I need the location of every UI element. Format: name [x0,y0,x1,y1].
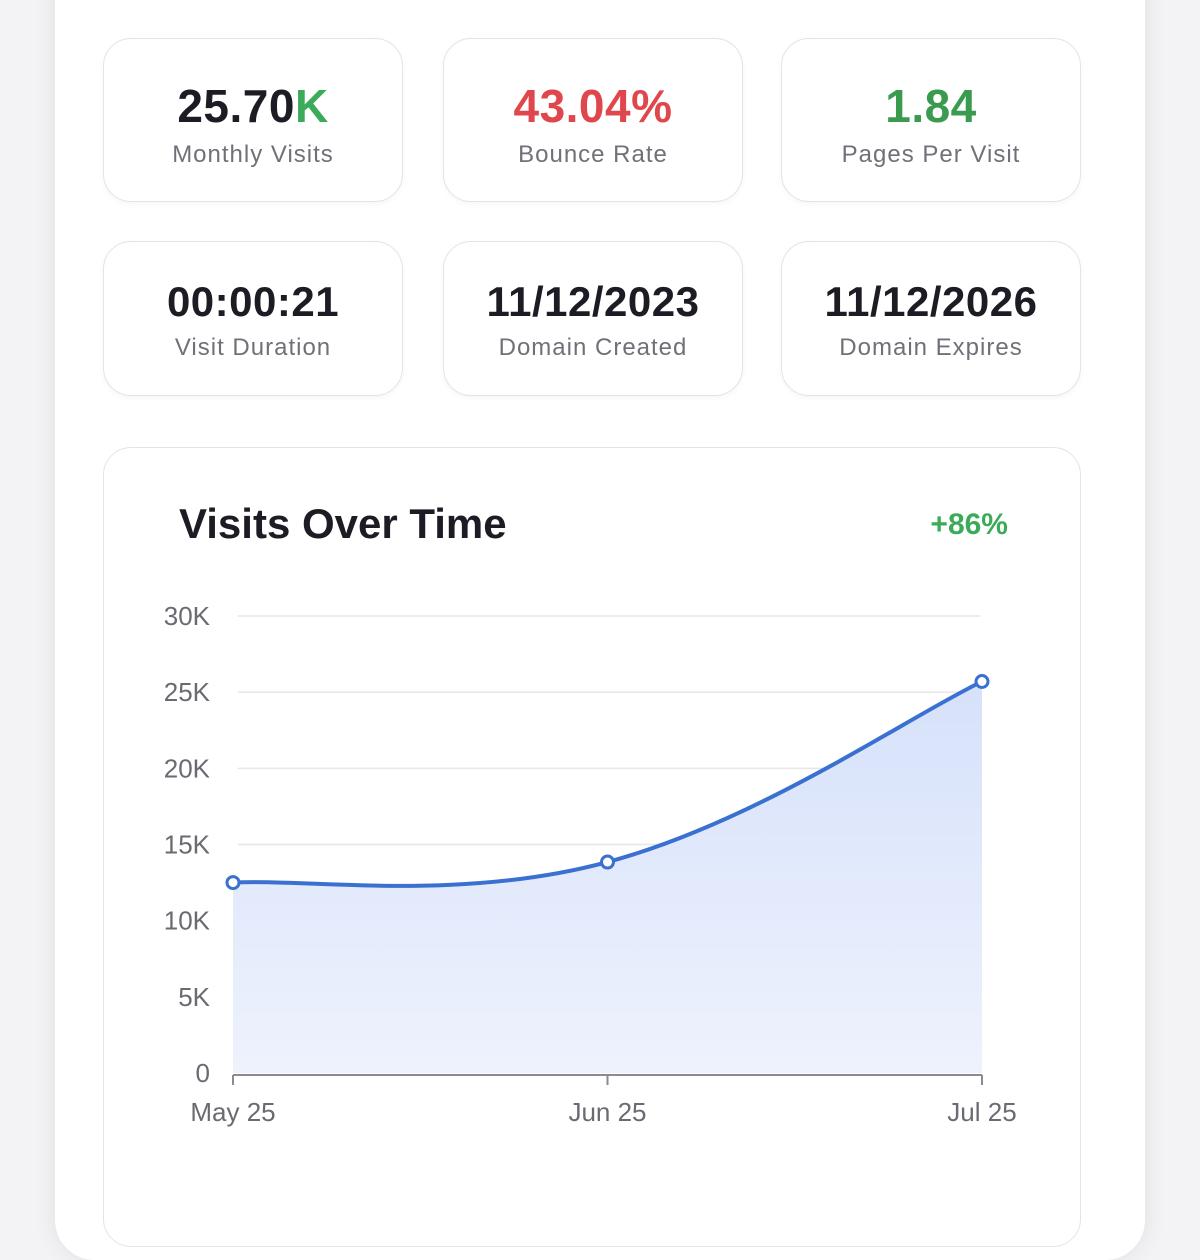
x-tick-label: Jun 25 [568,1097,646,1127]
y-tick-label: 10K [164,906,211,936]
stat-card-pages-per-visit: 1.84 Pages Per Visit [781,38,1081,202]
data-point [600,854,615,870]
y-tick-label: 30K [164,601,211,631]
stat-suffix: K [294,80,329,132]
stat-label: Monthly Visits [172,141,334,168]
y-tick-label: 5K [178,982,210,1012]
stat-card-domain-expires: 11/12/2026 Domain Expires [781,241,1081,396]
visits-chart-card: Visits Over Time +86% [103,447,1081,1247]
stat-label: Pages Per Visit [841,141,1021,168]
stat-value: 11/12/2023 [486,278,700,325]
stat-value: 43.04% [513,80,673,132]
stat-number: 25.70 [177,80,295,132]
y-tick-label: 0 [196,1058,210,1088]
stat-label: Visit Duration [174,334,332,361]
stat-card-domain-created: 11/12/2023 Domain Created [443,241,743,396]
stat-label: Domain Created [498,334,688,361]
stat-value: 11/12/2026 [824,278,1038,325]
x-tick-label: Jul 25 [947,1097,1016,1127]
area-fill [233,681,982,1073]
y-tick-label: 20K [164,753,211,783]
stat-card-bounce-rate: 43.04% Bounce Rate [443,38,743,202]
y-tick-label: 15K [164,830,211,860]
stat-label: Domain Expires [839,334,1023,361]
visits-line-chart: 0 5K 10K 15K 20K 25K 30K May 25 Jun 25 Jul 25 [164,601,1017,1127]
x-tick-label: May 25 [190,1097,275,1127]
stat-label: Bounce Rate [518,141,668,168]
change-badge: +86% [930,508,1008,541]
chart-title: Visits Over Time [179,500,507,547]
data-point [974,674,990,690]
stat-value: 25.70K [104,79,402,133]
stat-value: 00:00:21 [166,278,340,325]
stat-card-visit-duration: 00:00:21 Visit Duration [103,241,403,396]
stat-card-monthly-visits: 25.70K Monthly Visits [103,38,403,202]
data-point [225,875,241,891]
stat-value: 1.84 [885,80,977,132]
y-tick-label: 25K [164,677,211,707]
